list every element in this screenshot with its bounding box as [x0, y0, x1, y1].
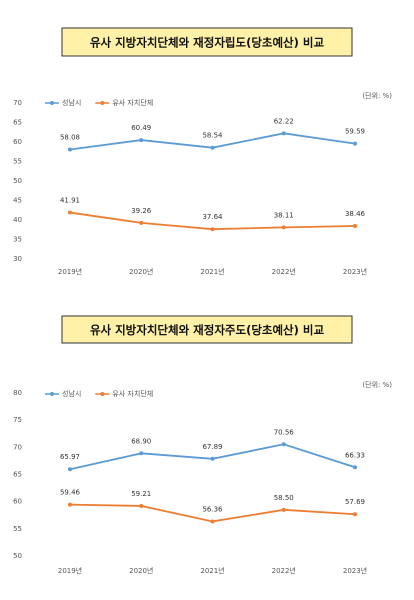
data-point — [139, 451, 144, 456]
y-tick-label: 70 — [13, 443, 22, 451]
data-label: 65.97 — [60, 453, 80, 461]
data-label: 67.89 — [202, 443, 222, 451]
data-label: 37.64 — [202, 213, 223, 221]
y-tick-label: 60 — [13, 498, 22, 506]
x-tick-label: 2023년 — [343, 267, 367, 276]
data-label: 60.49 — [131, 124, 151, 132]
y-tick-label: 35 — [13, 236, 22, 244]
data-point — [353, 224, 357, 229]
data-point — [210, 227, 215, 232]
y-tick-label: 30 — [13, 255, 22, 263]
y-tick-label: 55 — [13, 158, 22, 166]
legend-marker — [100, 101, 105, 105]
x-tick-label: 2021년 — [200, 267, 224, 276]
data-label: 58.54 — [202, 132, 223, 140]
data-point — [210, 519, 215, 524]
data-label: 70.56 — [274, 428, 295, 436]
x-tick-label: 2021년 — [200, 566, 224, 575]
x-tick-label: 2020년 — [129, 267, 153, 276]
x-tick-label: 2019년 — [58, 267, 82, 276]
data-point — [281, 225, 286, 230]
legend-marker — [100, 392, 105, 396]
chart-title: 유사 지방자치단체와 재정자주도(당초예산) 비교 — [90, 323, 325, 337]
data-point — [353, 465, 357, 470]
data-label: 68.90 — [131, 437, 151, 445]
y-tick-label: 45 — [13, 197, 22, 205]
y-tick-label: 65 — [13, 119, 22, 127]
data-label: 39.26 — [131, 207, 152, 215]
y-tick-label: 80 — [13, 389, 22, 397]
data-label: 38.46 — [345, 210, 366, 218]
chart-title: 유사 지방자치단체와 재정자립도(당초예산) 비교 — [90, 36, 325, 50]
unit-label: (단위: %) — [362, 91, 392, 100]
data-point — [281, 131, 286, 136]
title-box — [61, 315, 353, 344]
data-label: 57.69 — [345, 498, 365, 506]
data-label: 58.08 — [60, 133, 80, 141]
legend-label: 유사 자치단체 — [112, 389, 153, 398]
x-tick-label: 2022년 — [272, 566, 296, 575]
data-label: 59.21 — [131, 490, 151, 498]
data-point — [353, 141, 357, 146]
y-tick-label: 75 — [13, 416, 22, 424]
data-label: 56.36 — [202, 505, 223, 513]
data-point — [68, 210, 72, 215]
y-tick-label: 40 — [13, 216, 22, 224]
data-point — [139, 220, 144, 225]
data-point — [68, 467, 72, 472]
unit-label: (단위: %) — [362, 380, 392, 389]
data-point — [353, 512, 357, 517]
title-box — [61, 27, 353, 57]
data-label: 66.33 — [345, 451, 365, 459]
data-label: 59.46 — [60, 489, 81, 497]
x-tick-label: 2019년 — [58, 566, 82, 575]
y-tick-label: 65 — [13, 471, 22, 479]
y-tick-label: 55 — [13, 525, 22, 533]
data-point — [210, 456, 215, 461]
y-tick-label: 70 — [13, 99, 22, 107]
data-point — [139, 138, 144, 143]
data-point — [139, 503, 144, 508]
y-tick-label: 50 — [13, 177, 22, 185]
x-tick-label: 2022년 — [272, 267, 296, 276]
legend-label: 성남시 — [62, 98, 81, 107]
legend-label: 성남시 — [62, 389, 81, 398]
data-label: 58.50 — [274, 494, 294, 502]
x-tick-label: 2020년 — [129, 566, 153, 575]
y-tick-label: 50 — [13, 552, 22, 560]
data-label: 59.59 — [345, 128, 365, 136]
legend-label: 유사 자치단체 — [112, 98, 153, 107]
data-point — [210, 145, 215, 150]
data-point — [68, 147, 72, 152]
data-point — [68, 502, 72, 507]
data-point — [281, 507, 286, 512]
legend-marker — [50, 101, 54, 105]
data-label: 62.22 — [274, 117, 294, 125]
legend-marker — [50, 392, 54, 396]
data-label: 41.91 — [60, 197, 80, 205]
y-tick-label: 60 — [13, 138, 22, 146]
data-point — [281, 442, 286, 447]
data-label: 38.11 — [274, 211, 294, 219]
x-tick-label: 2023년 — [343, 566, 367, 575]
